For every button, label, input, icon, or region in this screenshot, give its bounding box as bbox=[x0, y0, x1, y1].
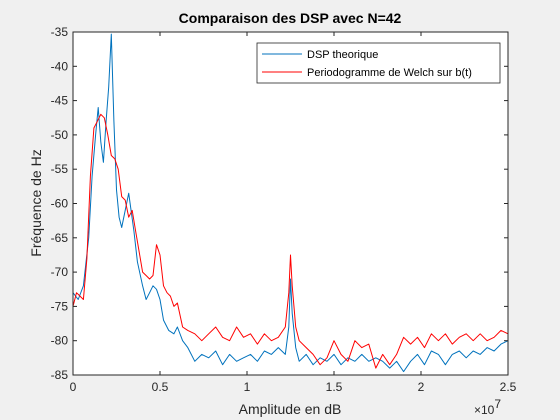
x-tick-label: 0.5 bbox=[152, 380, 169, 394]
y-tick-label: -60 bbox=[51, 197, 69, 211]
y-tick-label: -35 bbox=[51, 25, 69, 39]
y-tick-label: -55 bbox=[51, 162, 69, 176]
ticks-layer: 0 0.5 1 1.5 2 2.5 -85 -80 -75 -70 -65 -60 -55 -50 -45 -… bbox=[51, 25, 517, 394]
x-tick-label: 0 bbox=[70, 380, 77, 394]
legend-label-welch: Periodogramme de Welch sur b(t) bbox=[307, 67, 472, 79]
x-tick-label: 2 bbox=[418, 380, 425, 394]
y-tick-label: -85 bbox=[51, 368, 69, 382]
y-tick-label: -45 bbox=[51, 94, 69, 108]
plot-area bbox=[73, 32, 508, 375]
x-axis-exponent: ×107 bbox=[474, 397, 501, 417]
legend-label-theory: DSP theorique bbox=[307, 49, 378, 61]
chart-title: Comparaison des DSP avec N=42 bbox=[179, 10, 402, 26]
y-tick-label: -40 bbox=[51, 59, 69, 73]
y-tick-label: -65 bbox=[51, 231, 69, 245]
y-tick-label: -75 bbox=[51, 299, 69, 313]
y-tick-label: -80 bbox=[51, 334, 69, 348]
x-tick-label: 1.5 bbox=[326, 380, 343, 394]
series-line-welch bbox=[73, 113, 508, 369]
legend: DSP theorique Periodogramme de Welch sur… bbox=[256, 42, 501, 84]
series-layer bbox=[73, 33, 508, 373]
x-tick-label: 1 bbox=[244, 380, 251, 394]
series-line-theory bbox=[73, 33, 508, 373]
y-tick-label: -50 bbox=[51, 128, 69, 142]
x-tick-label: 2.5 bbox=[500, 380, 517, 394]
legend-box bbox=[256, 42, 501, 84]
y-tick-label: -70 bbox=[51, 265, 69, 279]
x-exponent-power: 7 bbox=[494, 397, 501, 411]
x-exponent-base: ×10 bbox=[474, 403, 495, 417]
y-axis-label: Fréquence de Hz bbox=[28, 149, 44, 256]
x-axis-label: Amplitude en dB bbox=[239, 401, 342, 417]
